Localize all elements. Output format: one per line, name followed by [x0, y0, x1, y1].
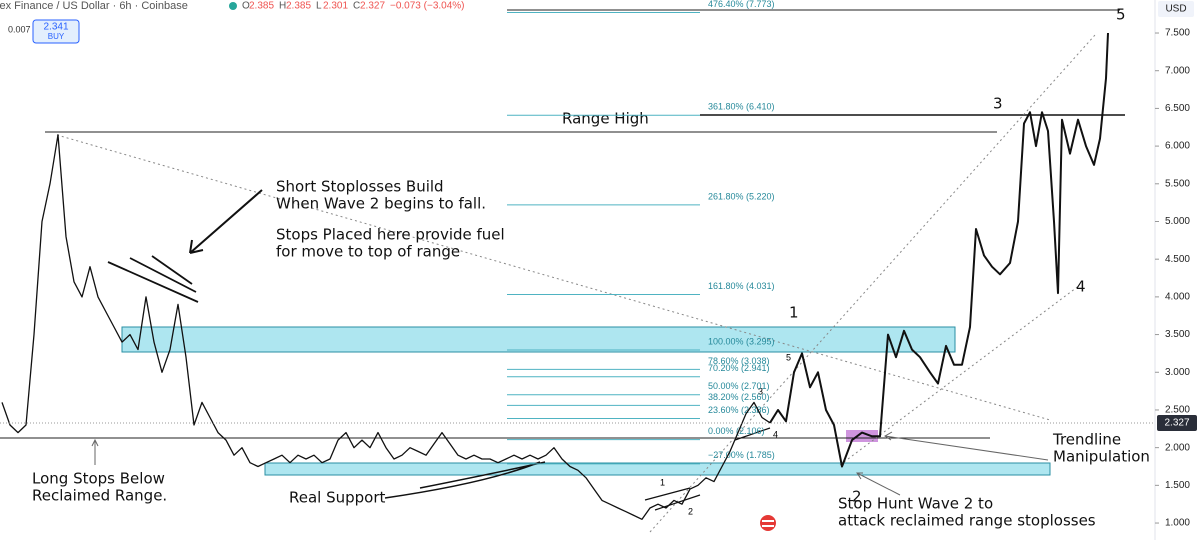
annotation: Trendline [1052, 431, 1121, 449]
change: −0.073 (−3.04%) [390, 1, 465, 12]
fib-label: 100.00% (3.295) [708, 336, 775, 346]
buy-price[interactable]: 2.341 [43, 22, 68, 33]
stop-strokes [107, 255, 199, 303]
y-tick-label: 5.500 [1165, 178, 1190, 189]
annotation: Stops Placed here provide fuel [276, 226, 505, 244]
y-tick-label: 7.000 [1165, 65, 1190, 76]
price-line [1, 134, 771, 520]
annotation: Real Support [289, 489, 386, 507]
y-tick-label: 7.500 [1165, 28, 1190, 39]
small-wave-label: 3 [758, 386, 763, 396]
support-zone [264, 462, 1051, 476]
y-tick-label: 3.000 [1165, 367, 1190, 378]
fib-label: 78.60% (3.038) [708, 356, 770, 366]
annotation: Reclaimed Range. [32, 487, 167, 505]
fib-label: 70.20% (2.941) [708, 363, 770, 373]
annotation: Stop Hunt Wave 2 to [838, 495, 993, 513]
ohlc-value: 2.301 [323, 1, 348, 12]
arrow [189, 189, 263, 254]
fib-label: 361.80% (6.410) [708, 102, 775, 112]
ohlc-value: 2.385 [249, 1, 274, 12]
arrow [856, 472, 901, 496]
y-tick-label: 4.000 [1165, 292, 1190, 303]
currency-box [1158, 1, 1194, 17]
small-wave-label: 1 [660, 477, 665, 487]
annotation: attack reclaimed range stoplosses [838, 512, 1096, 530]
fib-label: 23.60% (2.386) [708, 405, 770, 415]
annotation: When Wave 2 begins to fall. [276, 195, 486, 213]
ohlc-key: H [279, 1, 286, 12]
spread: 0.007 [8, 24, 31, 34]
annotation: Manipulation [1053, 448, 1150, 466]
y-tick-label: 2.500 [1165, 405, 1190, 416]
buy-label[interactable]: BUY [48, 32, 65, 41]
range-high-label: Range High [562, 110, 649, 128]
annotation: for move to top of range [276, 243, 460, 261]
fib-label: 50.00% (2.701) [708, 381, 770, 391]
small-wave-label: 2 [688, 506, 693, 516]
fib-label: 38.20% (2.560) [708, 392, 770, 402]
small-wave-label: 4 [773, 429, 778, 439]
wave-label: 2 [852, 488, 862, 506]
fib-label: −27.00% (1.785) [708, 450, 775, 460]
buy-button[interactable] [32, 19, 80, 44]
y-tick-label: 5.000 [1165, 216, 1190, 227]
annotation: Short Stoplosses Build [276, 178, 444, 196]
wave-label: 1 [789, 304, 799, 322]
currency: USD [1165, 4, 1186, 15]
ohlc-value: 2.385 [286, 1, 311, 12]
y-tick-label: 2.000 [1165, 442, 1190, 453]
fib-label: 476.40% (7.773) [708, 0, 775, 9]
flag-stripe [762, 525, 774, 527]
y-tick-label: 1.000 [1165, 518, 1190, 529]
arrow [884, 431, 1049, 461]
y-tick-label: 3.500 [1165, 329, 1190, 340]
y-tick-label: 6.000 [1165, 141, 1190, 152]
resistance-zone [121, 326, 956, 353]
flag-stripe [762, 520, 774, 522]
y-tick-label: 1.500 [1165, 480, 1190, 491]
ohlc: O 2.385 H 2.385 L 2.301 C 2.327 −0.073 (−3.04%) [242, 1, 465, 12]
ohlc-key: L [316, 1, 322, 12]
wave-label: 4 [1076, 278, 1086, 296]
wave-label: 5 [1116, 6, 1126, 24]
y-tick-label: 6.500 [1165, 103, 1190, 114]
fib-label: 0.00% (2.106) [708, 426, 765, 436]
status-dot [229, 2, 237, 10]
y-tick-label: 4.500 [1165, 254, 1190, 265]
last-price-label: 2.327 [1164, 418, 1189, 429]
trendline [649, 34, 1096, 533]
projection-line [769, 32, 1109, 468]
wave-label: 3 [993, 95, 1003, 113]
small-wave-label: 5 [786, 352, 791, 362]
annotation: Long Stops Below [32, 470, 165, 488]
ohlc-value: 2.327 [360, 1, 385, 12]
ohlc-key: O [242, 1, 250, 12]
fib-label: 161.80% (4.031) [708, 281, 775, 291]
flag-icon [760, 515, 776, 531]
arrow [91, 438, 99, 465]
symbol-title: vex Finance / US Dollar · 6h · Coinbase [0, 0, 188, 12]
fib-label: 261.80% (5.220) [708, 191, 775, 201]
ohlc-key: C [353, 1, 360, 12]
support-strokes [384, 461, 546, 499]
last-price-badge [1157, 414, 1197, 431]
